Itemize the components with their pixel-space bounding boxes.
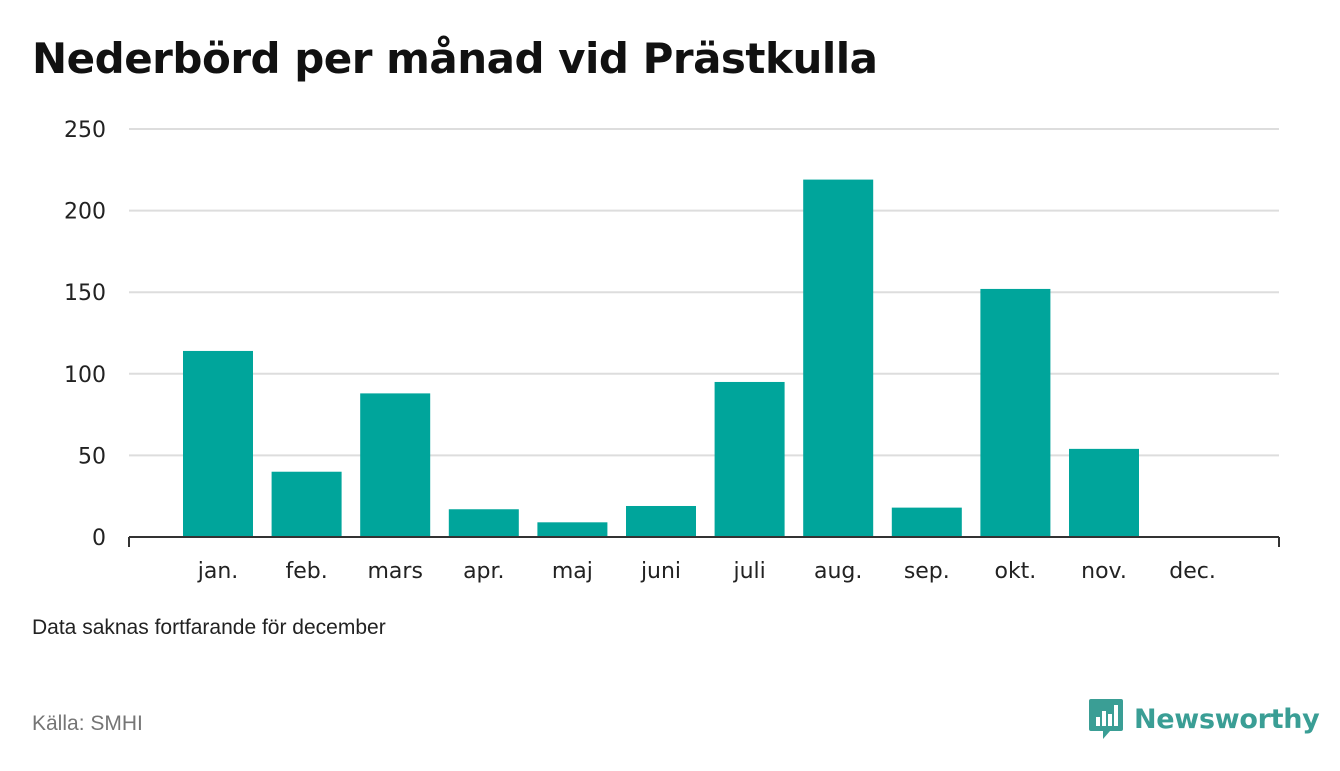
x-tick-label: feb. <box>285 559 327 584</box>
newsworthy-logo-icon <box>1089 699 1123 739</box>
y-tick-label: 0 <box>92 526 106 551</box>
source-label: Källa: SMHI <box>32 712 143 735</box>
x-tick-labels: jan. feb. mars apr. maj juni juli aug. sep. okt. n… <box>197 559 1216 584</box>
x-axis <box>128 536 1280 547</box>
bar <box>183 350 253 537</box>
x-tick-label: aug. <box>814 559 862 584</box>
y-tick-label: 250 <box>64 118 106 143</box>
brand-logo[interactable]: Newsworthy <box>1088 697 1320 741</box>
bar <box>448 509 519 537</box>
x-tick-label: nov. <box>1081 559 1127 584</box>
y-tick-label: 50 <box>78 444 106 469</box>
bar <box>626 505 696 537</box>
x-tick-label: sep. <box>904 559 950 584</box>
y-tick-label: 150 <box>64 281 106 306</box>
y-tick-label: 100 <box>64 363 106 388</box>
bar <box>537 522 608 537</box>
x-tick-label: apr. <box>463 559 504 584</box>
gridlines <box>129 128 1279 457</box>
x-tick-label: maj <box>552 559 593 584</box>
x-tick-label: jan. <box>197 559 239 584</box>
chart-title: Nederbörd per månad vid Prästkulla <box>32 34 878 83</box>
bar <box>360 393 431 537</box>
bar <box>891 507 962 537</box>
bar <box>803 179 874 538</box>
x-tick-label: mars <box>367 559 422 584</box>
y-tick-label: 200 <box>64 200 106 225</box>
footnote: Data saknas fortfarande för december <box>32 616 386 639</box>
bars <box>183 179 1139 538</box>
bar <box>980 288 1051 537</box>
bar <box>714 381 785 537</box>
brand-name: Newsworthy <box>1134 703 1320 735</box>
bar <box>271 471 342 537</box>
x-tick-label: okt. <box>994 559 1036 584</box>
x-tick-label: juli <box>732 559 765 584</box>
y-tick-labels: 0 50 100 150 200 250 <box>64 118 106 551</box>
x-tick-label: dec. <box>1169 559 1216 584</box>
bar <box>1069 448 1139 537</box>
x-tick-label: juni <box>640 559 681 584</box>
